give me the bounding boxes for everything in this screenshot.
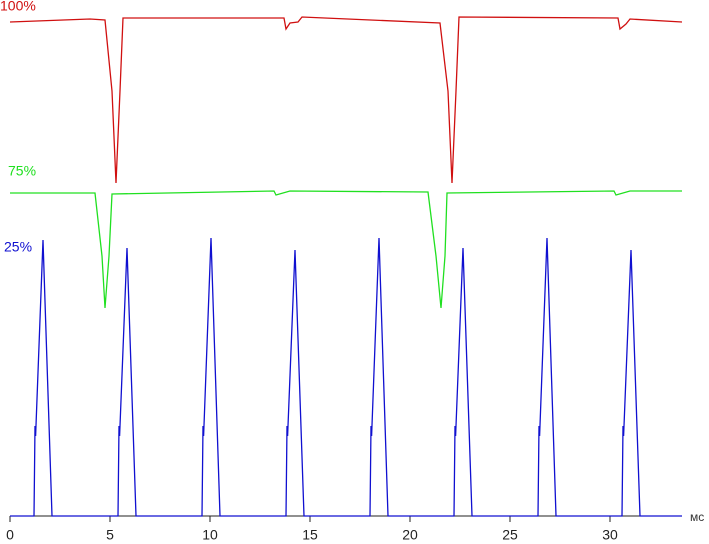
x-tick-label: 30 [602, 527, 618, 543]
trace [10, 237, 682, 517]
x-tick-label: 25 [502, 527, 518, 543]
series-label: 100% [0, 0, 36, 14]
x-tick-label: 0 [6, 527, 14, 543]
series-label: 75% [8, 163, 36, 179]
x-tick-label: 20 [402, 527, 418, 543]
x-tick-label: 10 [202, 527, 218, 543]
x-tick-label: 5 [106, 527, 114, 543]
trace [10, 190, 682, 309]
x-axis-label: мс [690, 510, 704, 524]
trace [9, 16, 683, 184]
series-label: 25% [4, 239, 32, 255]
x-tick-label: 15 [302, 527, 318, 543]
